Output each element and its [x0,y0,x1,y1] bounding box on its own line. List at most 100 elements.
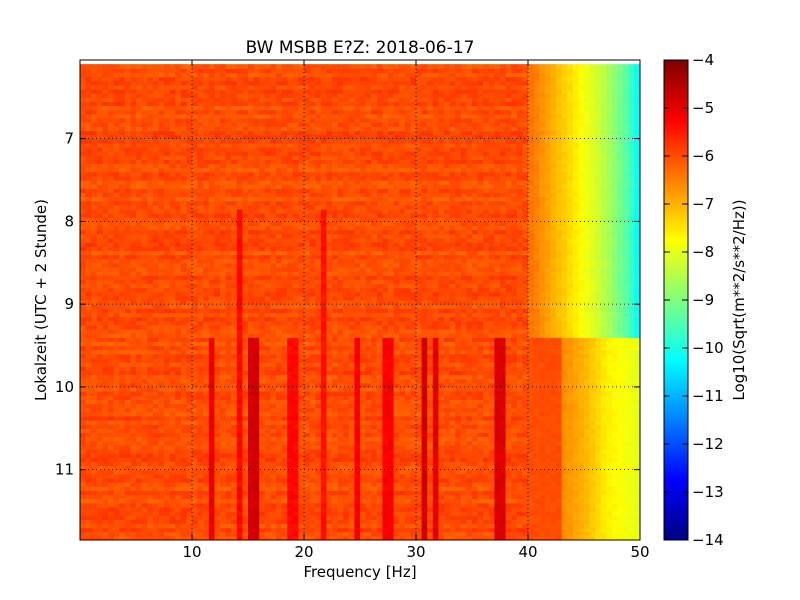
heatmap-cell [393,391,400,396]
heatmap-cell [511,415,518,421]
heatmap-cell [281,457,288,462]
heatmap-cell [567,511,574,516]
heatmap-cell [589,407,596,413]
heatmap-cell [455,374,462,380]
heatmap-cell [606,448,613,454]
heatmap-cell [214,502,221,508]
heatmap-cell [567,519,574,525]
heatmap-cell [595,349,602,355]
heatmap-cell [304,527,311,533]
heatmap-cell [584,341,591,347]
heatmap-cell [393,357,400,363]
heatmap-cell [488,403,495,409]
heatmap-cell [326,399,333,405]
heatmap-cell [449,432,456,438]
heatmap-cell [404,531,411,537]
heatmap-cell [354,448,361,454]
heatmap-cell [477,337,484,342]
heatmap-cell [320,407,327,413]
heatmap-cell [550,411,557,417]
heatmap-cell [539,494,546,500]
heatmap-cell [220,473,227,479]
heatmap-cell [410,531,417,537]
heatmap-cell [214,461,221,467]
heatmap-cell [416,494,423,500]
heatmap-cell [343,473,350,479]
heatmap-cell [382,403,389,409]
heatmap-cell [438,523,445,529]
heatmap-cell [533,440,540,446]
heatmap-cell [561,395,568,400]
heatmap-cell [147,382,154,388]
heatmap-cell [421,473,428,479]
heatmap-cell [522,477,529,483]
heatmap-cell [617,378,624,384]
heatmap-cell [220,527,227,533]
heatmap-cell [522,494,529,500]
heatmap-cell [612,428,619,434]
heatmap-cell [376,391,383,396]
heatmap-cell [550,473,557,479]
heatmap-cell [264,349,271,355]
heatmap-cell [203,457,210,462]
heatmap-cell [231,482,238,487]
heatmap-cell [477,362,484,367]
heatmap-cell [130,420,137,425]
heatmap-cell [259,399,266,405]
heatmap-cell [253,448,260,454]
heatmap-cell [628,382,635,388]
heatmap-cell [270,511,277,516]
heatmap-cell [332,345,339,351]
heatmap-cell [589,341,596,347]
heatmap-cell [466,357,473,363]
heatmap-cell [214,482,221,487]
heatmap-cell [248,523,255,529]
heatmap-cell [236,473,243,479]
heatmap-cell [600,374,607,380]
heatmap-cell [578,531,585,537]
heatmap-cell [192,494,199,500]
heatmap-cell [248,378,255,384]
heatmap-cell [595,473,602,479]
heatmap-cell [444,345,451,351]
heatmap-cell [455,378,462,384]
heatmap-cell [332,395,339,400]
heatmap-cell [623,349,630,355]
heatmap-cell [169,424,176,429]
heatmap-cell [108,440,115,446]
heatmap-cell [516,519,523,525]
heatmap-cell [248,502,255,508]
heatmap-cell [292,424,299,429]
heatmap-cell [348,527,355,533]
heatmap-cell [393,337,400,342]
heatmap-cell [108,386,115,392]
heatmap-cell [214,357,221,363]
heatmap-cell [113,399,120,405]
heatmap-cell [410,465,417,471]
heatmap-cell [270,370,277,376]
heatmap-cell [382,519,389,525]
heatmap-cell [500,345,507,351]
heatmap-cell [561,349,568,355]
heatmap-cell [606,465,613,471]
heatmap-cell [287,353,294,359]
heatmap-cell [438,448,445,454]
heatmap-cell [460,490,467,496]
heatmap-cell [225,506,232,512]
heatmap-cell [85,337,92,342]
heatmap-cell [169,440,176,446]
heatmap-cell [326,415,333,421]
heatmap-cell [197,519,204,525]
heatmap-cell [477,457,484,462]
heatmap-cell [259,527,266,533]
heatmap-cell [276,440,283,446]
heatmap-cell [404,457,411,462]
heatmap-cell [169,457,176,462]
heatmap-cell [360,461,367,467]
heatmap-cell [214,337,221,342]
heatmap-cell [460,519,467,525]
heatmap-cell [438,415,445,421]
heatmap-cell [309,345,316,351]
heatmap-cell [276,362,283,367]
heatmap-cell [225,482,232,487]
